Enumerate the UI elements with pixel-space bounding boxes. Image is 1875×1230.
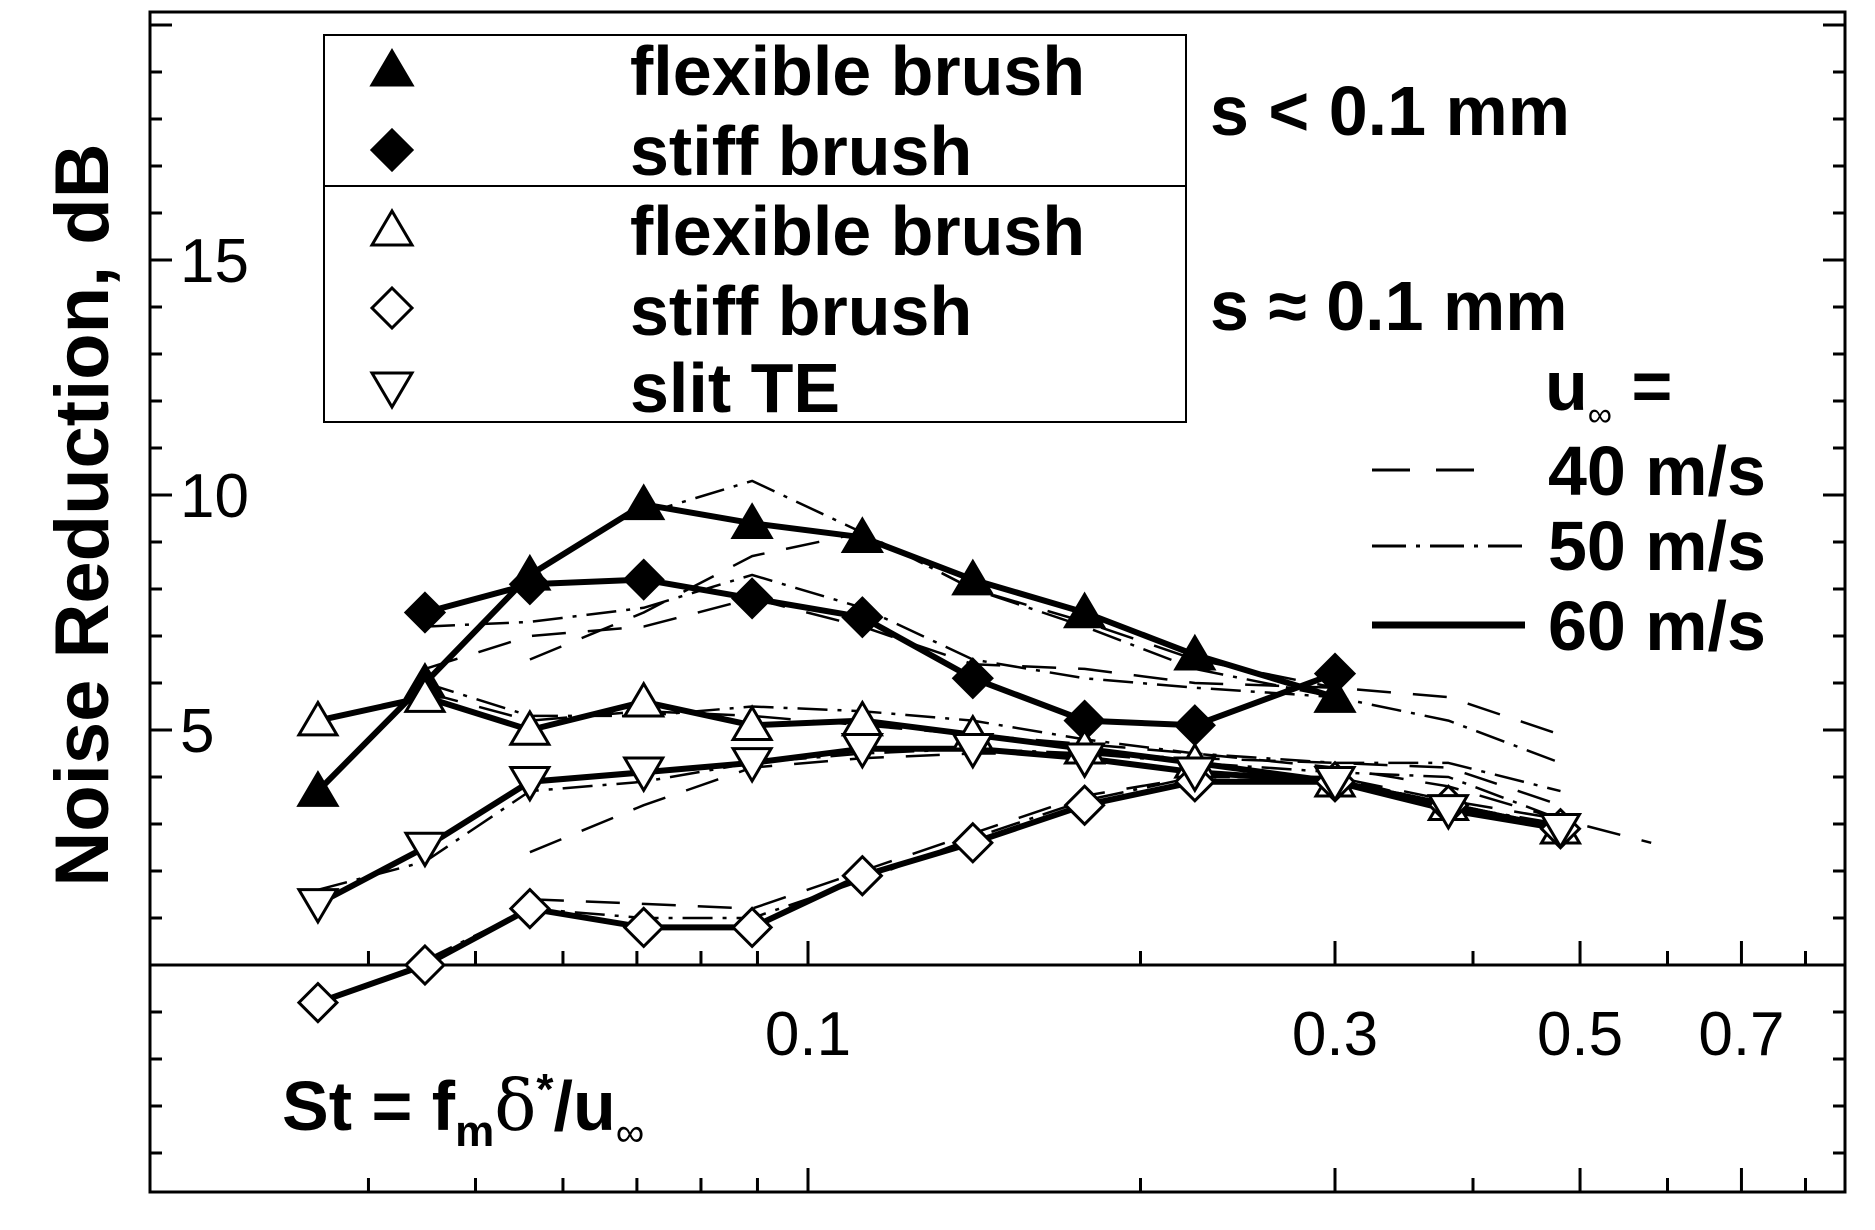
legend-marker-triangle-open <box>369 208 415 247</box>
data-point <box>403 943 447 987</box>
x-axis-label-sup: * <box>536 1065 554 1114</box>
speed-legend-title-base: u <box>1545 347 1588 425</box>
y-tick-label: 5 <box>180 697 214 766</box>
legend-label-flexible-brush-filled: flexible brush <box>630 32 1085 110</box>
data-point <box>296 981 340 1024</box>
x-axis-label-sub-inf: ∞ <box>616 1111 645 1155</box>
group-label-coarse: s ≈ 0.1 mm <box>1210 267 1568 345</box>
data-point <box>508 765 552 803</box>
legend-label-stiff-brush-filled: stiff brush <box>630 112 972 190</box>
group-label-fine: s < 0.1 mm <box>1210 72 1570 150</box>
plot-frame <box>148 10 1847 1194</box>
data-point <box>1313 676 1357 713</box>
legend-frame <box>323 34 1187 423</box>
series-line-4 <box>316 745 1561 907</box>
data-point <box>951 733 995 770</box>
data-point <box>841 596 884 639</box>
data-point <box>622 680 666 718</box>
x-tick-label: 0.1 <box>765 1000 851 1069</box>
data-point <box>951 821 994 864</box>
data-point <box>951 558 995 596</box>
data-point <box>840 516 884 554</box>
speed-legend-label-60: 60 m/s <box>1548 587 1766 665</box>
data-point <box>730 577 774 620</box>
legend-marker-triangle-down-open <box>369 371 415 410</box>
data-point <box>841 854 884 897</box>
data-point <box>622 558 665 601</box>
x-tick-label: 0.3 <box>1292 1000 1378 1069</box>
legend-label-flexible-brush-open: flexible brush <box>630 192 1085 270</box>
data-point <box>730 906 774 949</box>
speed-legend: u∞ = 40 m/s 50 m/s 60 m/s <box>1372 347 1766 665</box>
series-line-0 <box>315 501 1336 794</box>
data-point <box>1173 633 1217 671</box>
markers-layer <box>296 483 1583 1024</box>
data-point <box>622 756 666 794</box>
series-layer <box>315 479 1652 1006</box>
x-axis-label-delta: δ <box>494 1065 536 1147</box>
data-point <box>1313 765 1357 803</box>
y-tick-label: 15 <box>180 227 249 296</box>
y-tick-label: 10 <box>180 462 249 531</box>
data-point <box>1062 591 1107 629</box>
data-point <box>1313 652 1357 695</box>
data-point <box>622 483 666 521</box>
marker-legend: flexible brush stiff brush flexible brus… <box>323 32 1187 427</box>
data-point <box>296 770 340 807</box>
legend-marker-diamond-open <box>369 285 415 331</box>
data-point <box>730 704 774 742</box>
data-point <box>1062 742 1107 780</box>
legend-marker-diamond-filled <box>369 127 415 173</box>
x-axis-label: St = fmδ*/u∞ <box>282 1065 644 1156</box>
x-tick-label: 0.5 <box>1537 1000 1623 1069</box>
x-tick-label: 0.7 <box>1698 1000 1784 1069</box>
data-point <box>1538 812 1583 850</box>
series-line-13 <box>424 775 1561 962</box>
legend-markers <box>369 48 415 410</box>
speed-legend-label-40: 40 m/s <box>1548 432 1766 510</box>
data-point <box>508 708 552 746</box>
x-axis-label-base: St = f <box>282 1067 456 1145</box>
speed-legend-label-50: 50 m/s <box>1548 507 1766 585</box>
data-point <box>1426 794 1471 831</box>
speed-legend-title-eq: = <box>1612 347 1672 425</box>
data-point <box>296 699 340 737</box>
y-axis-label: Noise Reduction, dB <box>40 143 125 886</box>
legend-marker-triangle-filled <box>369 48 415 87</box>
data-point <box>1173 756 1217 794</box>
data-point <box>403 676 447 713</box>
x-axis-label-sub-m: m <box>455 1107 494 1156</box>
data-point <box>730 502 774 539</box>
data-point <box>1063 784 1106 827</box>
data-point <box>622 906 665 949</box>
series-line-14 <box>529 775 1561 910</box>
data-point <box>840 733 884 770</box>
series-line-11 <box>317 747 1561 892</box>
data-point <box>508 563 551 606</box>
legend-label-slit-te: slit TE <box>630 349 840 427</box>
x-axis-label-tail: /u <box>554 1067 616 1145</box>
data-point <box>730 747 774 784</box>
data-point <box>403 591 447 634</box>
data-point <box>296 888 340 925</box>
data-point <box>951 657 994 700</box>
speed-legend-title: u∞ = <box>1545 347 1672 434</box>
data-point <box>508 887 551 930</box>
legend-label-stiff-brush-open: stiff brush <box>630 272 972 350</box>
data-point <box>403 831 447 869</box>
speed-legend-title-sub: ∞ <box>1588 396 1612 434</box>
series-line-12 <box>529 752 1561 854</box>
